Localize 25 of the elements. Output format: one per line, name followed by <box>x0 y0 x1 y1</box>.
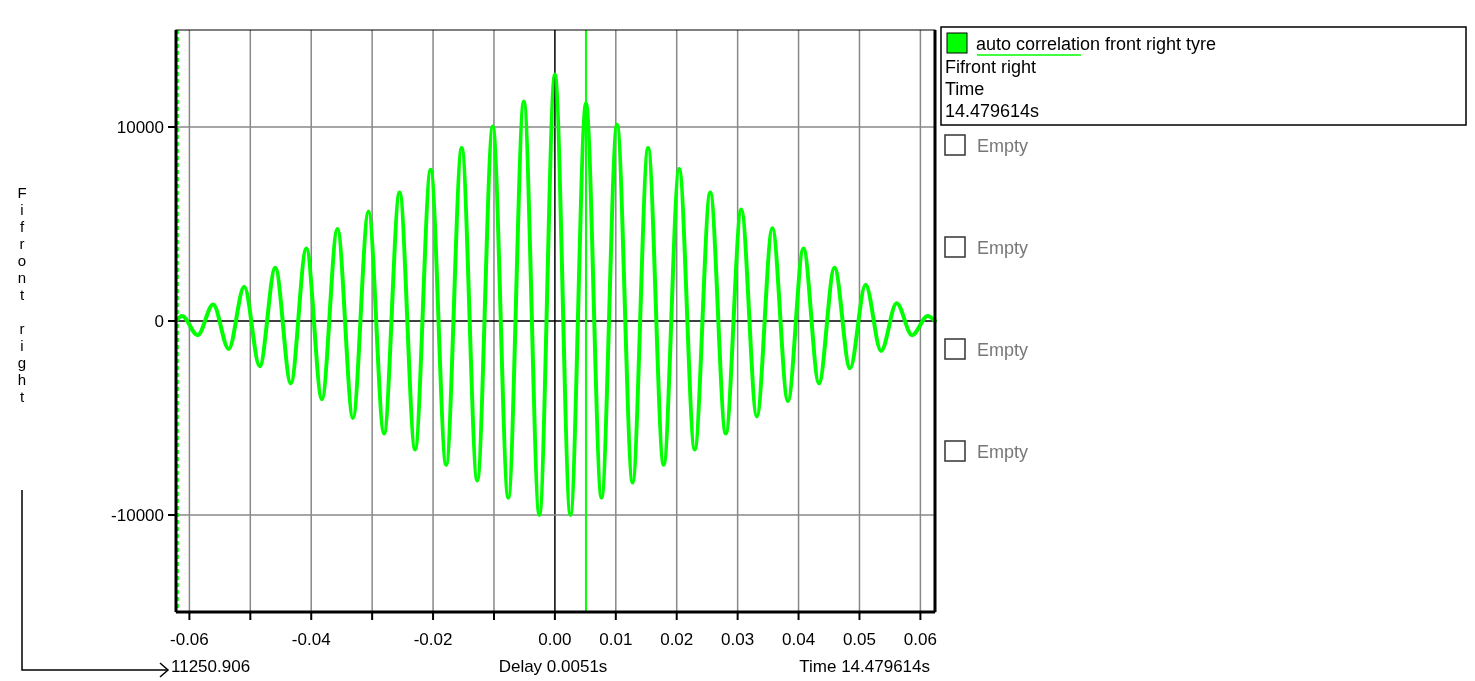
x-tick-label: 0.00 <box>538 630 572 649</box>
x-tick-label: 0.05 <box>842 630 877 649</box>
y-tick-label: 0 <box>154 312 164 331</box>
x-tick-label: 0.02 <box>660 630 694 649</box>
legend-label: auto correlation front right tyre <box>976 34 1217 54</box>
x-tick-label: -0.02 <box>413 630 453 649</box>
x-tick-label: 0.04 <box>782 630 816 649</box>
x-tick-label: -0.04 <box>291 630 331 649</box>
text: 11250.906 <box>171 657 251 676</box>
y-axis-title: Fifront right <box>945 57 1037 77</box>
x-tick-label: 0.06 <box>903 630 937 649</box>
text: Time <box>945 79 985 99</box>
text: Empty <box>977 442 1029 462</box>
y-tick-label: 10000 <box>116 118 164 137</box>
text: Empty <box>977 136 1029 156</box>
text: Fifront right <box>17 184 27 405</box>
x-tick-label: -0.06 <box>170 630 209 649</box>
x-tick-label: 0.01 <box>599 630 633 649</box>
y-tick-label: -10000 <box>111 506 164 525</box>
text: Delay 0.0051s <box>498 657 608 676</box>
text: Empty <box>977 238 1029 258</box>
x-tick-label: 0.03 <box>721 630 755 649</box>
text: 14.479614s <box>945 101 1040 121</box>
text: Empty <box>977 340 1029 360</box>
text: Time 14.479614s <box>799 657 930 676</box>
